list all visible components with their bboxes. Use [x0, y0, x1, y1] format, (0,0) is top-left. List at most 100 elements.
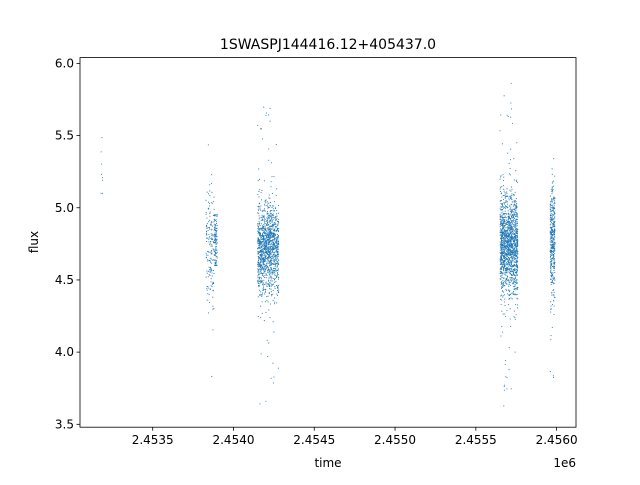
data-point [502, 248, 505, 250]
data-point [550, 270, 552, 272]
data-point [552, 188, 554, 190]
data-point [553, 245, 555, 247]
data-point [211, 191, 213, 193]
data-point [552, 290, 554, 292]
data-point [273, 210, 276, 212]
data-point [550, 202, 552, 204]
data-point [263, 270, 265, 272]
data-point [509, 281, 511, 284]
data-point [512, 229, 514, 231]
data-point [257, 268, 259, 270]
data-point [266, 231, 268, 233]
data-point [266, 299, 268, 301]
data-point [262, 275, 265, 277]
data-point [272, 232, 274, 234]
data-point [505, 207, 507, 209]
y-axis-label: flux [27, 231, 41, 253]
data-point [267, 301, 269, 303]
data-point [506, 222, 508, 224]
data-point [505, 244, 507, 246]
data-point [503, 277, 505, 279]
data-point [506, 235, 508, 237]
data-point [258, 257, 260, 259]
data-point [271, 206, 273, 208]
data-point [270, 253, 272, 255]
data-point [267, 233, 269, 235]
data-point [207, 312, 210, 314]
data-point [272, 272, 274, 274]
data-point [550, 258, 552, 260]
data-point [499, 246, 502, 248]
data-point [551, 199, 553, 201]
data-point [553, 305, 555, 307]
data-point [510, 261, 512, 263]
data-point [277, 212, 279, 214]
data-point [263, 217, 265, 219]
data-point [509, 243, 511, 245]
data-point [499, 247, 501, 249]
data-point [515, 243, 517, 245]
data-point [270, 186, 272, 188]
data-point [508, 294, 510, 296]
data-point [511, 221, 513, 223]
data-point [506, 263, 508, 265]
data-point [262, 262, 264, 264]
data-point [205, 234, 207, 236]
data-point [268, 216, 270, 219]
data-point [553, 253, 555, 255]
data-point [503, 229, 505, 232]
data-point [512, 274, 514, 276]
data-point [504, 196, 506, 198]
data-point [502, 194, 504, 197]
data-point [551, 272, 553, 274]
data-point [511, 232, 513, 234]
data-point [505, 223, 508, 225]
data-point [264, 283, 266, 286]
data-point [271, 260, 273, 262]
data-point [258, 227, 260, 229]
data-point [274, 254, 276, 256]
data-point [264, 243, 266, 245]
data-point [503, 257, 506, 259]
data-point [276, 294, 279, 296]
data-point [265, 233, 267, 236]
data-point [211, 283, 213, 285]
data-point [261, 253, 263, 255]
data-point [515, 220, 517, 222]
data-point [506, 188, 508, 190]
data-point [508, 257, 510, 259]
data-point [511, 268, 513, 270]
data-point [502, 238, 504, 240]
data-point [501, 242, 503, 244]
data-point [277, 223, 279, 225]
data-point [258, 168, 260, 170]
data-point [258, 231, 260, 233]
data-point [503, 194, 505, 197]
data-point [512, 294, 514, 296]
data-point [549, 232, 551, 234]
data-point [275, 213, 278, 215]
data-point [501, 260, 503, 262]
data-point [267, 253, 269, 255]
data-point [212, 233, 214, 235]
data-point [516, 230, 518, 232]
data-point [278, 264, 280, 266]
data-point [504, 280, 506, 282]
data-point [500, 222, 502, 224]
data-point [511, 298, 513, 300]
data-point [502, 247, 504, 249]
data-point [209, 244, 211, 246]
data-point [257, 258, 260, 260]
data-point [515, 237, 517, 239]
data-point [500, 206, 502, 208]
y-axis: 3.54.04.55.05.56.0 [55, 56, 80, 431]
data-point [211, 252, 213, 254]
data-point [508, 257, 511, 260]
data-point [268, 114, 270, 116]
data-point [208, 205, 211, 207]
y-tick-label: 4.0 [55, 345, 74, 359]
data-point [502, 241, 504, 243]
data-point [268, 258, 270, 260]
data-point [510, 251, 512, 253]
data-point [259, 251, 262, 253]
